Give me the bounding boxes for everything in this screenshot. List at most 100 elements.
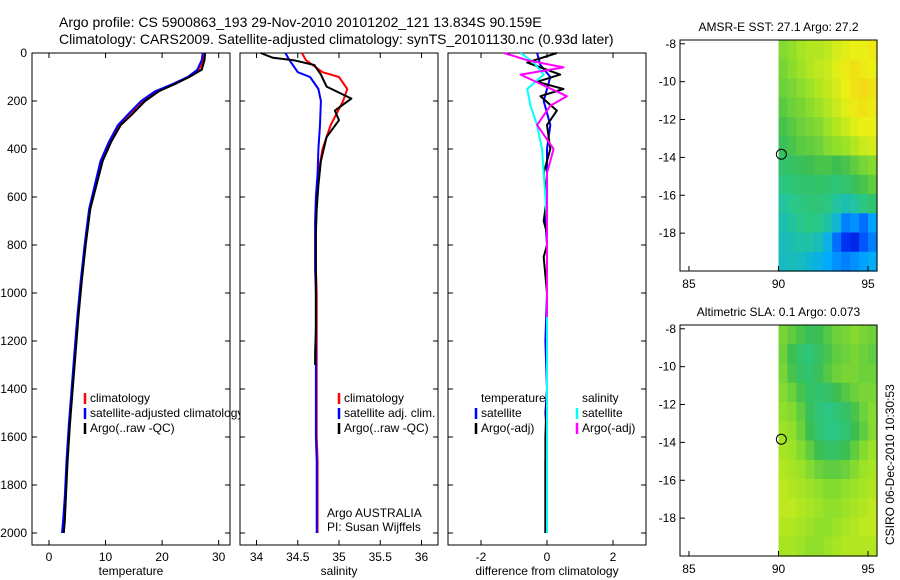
heatmap-cell [778, 194, 789, 214]
heatmap-cell [823, 194, 833, 214]
heatmap-cell [859, 325, 869, 345]
heatmap-cell [859, 136, 869, 157]
heatmap-cell [796, 498, 806, 519]
y-tick-label: 800 [7, 238, 27, 252]
argo-position-marker [775, 148, 787, 160]
heatmap-cell [859, 213, 869, 234]
heatmap-cell [778, 402, 789, 422]
x-tick-label: 20 [155, 550, 169, 564]
heatmap-cell [805, 232, 815, 253]
heatmap-cell [778, 232, 789, 253]
heatmap-cell [823, 536, 833, 557]
heatmap-cell [841, 440, 851, 461]
y-tick-label: 600 [7, 190, 27, 204]
y-tick-label: 400 [7, 142, 27, 156]
heatmap-cell [859, 382, 869, 403]
salinity-profile-plot: 34 34.5 35 35.5 36 salinity climatologysatelli… [239, 52, 439, 578]
heatmap-cell [796, 213, 806, 234]
x-tick-label: -2 [476, 550, 487, 564]
heatmap-cell [805, 251, 815, 272]
heatmap-cell [814, 59, 824, 80]
heatmap-cell [787, 213, 798, 234]
heatmap-cell [787, 402, 798, 422]
heatmap-cell [796, 136, 806, 157]
y-tick-label: -10 [659, 75, 677, 89]
x-tick-label: 85 [682, 277, 696, 291]
heatmap-cell [796, 251, 806, 272]
heatmap-cell [796, 536, 806, 557]
heatmap-cell [859, 440, 869, 461]
series-line [503, 52, 568, 317]
heatmap-cell [832, 232, 842, 253]
heatmap-cell [868, 232, 878, 253]
heatmap-cell [814, 194, 824, 214]
heatmap-cell [778, 440, 789, 461]
heatmap-cell [841, 344, 851, 365]
heatmap-cell [778, 251, 789, 272]
heatmap-cell [859, 117, 869, 137]
heatmap-cell [850, 517, 860, 538]
heatmap-cell [850, 459, 860, 480]
heatmap-cell [796, 479, 806, 499]
heatmap-cell [814, 232, 824, 253]
heatmap-cell [859, 155, 869, 176]
heatmap-cell [796, 97, 806, 118]
heatmap-cell [787, 155, 798, 176]
argo-position-marker [775, 433, 787, 445]
heatmap-cell [841, 536, 851, 557]
plot-frame [31, 52, 231, 546]
heatmap-cell [823, 440, 833, 461]
heatmap-cell [832, 517, 842, 538]
x-axis-label: temperature [99, 564, 164, 578]
heatmap-cell [778, 325, 789, 345]
heatmap-cell [805, 117, 815, 137]
heatmap-cell [778, 344, 789, 365]
heatmap-cell [787, 344, 798, 365]
annotation-text: Argo AUSTRALIA [327, 506, 422, 520]
heatmap-cell [859, 479, 869, 499]
heatmap-cell [868, 78, 878, 99]
heatmap-cell [823, 517, 833, 538]
heatmap-cell [814, 40, 824, 60]
heatmap-cell [787, 536, 798, 557]
heatmap-cell [778, 40, 789, 60]
heatmap-cell [832, 136, 842, 157]
heatmap-cell [859, 194, 869, 214]
heatmap-cell [805, 363, 815, 384]
heatmap-cell [841, 402, 851, 422]
heatmap-cell [868, 213, 878, 234]
heatmap-cell [823, 479, 833, 499]
heatmap-cell [796, 174, 806, 195]
heatmap-cell [778, 136, 789, 157]
heatmap-cell [787, 517, 798, 538]
heatmap-cell [787, 479, 798, 499]
heatmap-cell [859, 459, 869, 480]
figure-title-line1: Argo profile: CS 5900863_193 29-Nov-2010… [59, 14, 542, 30]
heatmap-cell [832, 251, 842, 272]
heatmap-cell [832, 325, 842, 345]
heatmap-cell [859, 402, 869, 422]
heatmap-cell [832, 40, 842, 60]
x-tick-label: 85 [682, 562, 696, 576]
legend-entry: Argo(..raw -QC) [344, 421, 429, 435]
heatmap-cell [796, 402, 806, 422]
legend-entry: satellite adj. clim. [344, 406, 435, 420]
heatmap-cell [805, 382, 815, 403]
x-tick-label: 10 [99, 550, 113, 564]
heatmap-cell [841, 136, 851, 157]
heatmap-cell [814, 325, 824, 345]
heatmap-cell [832, 459, 842, 480]
heatmap-cell [850, 421, 860, 442]
x-tick-label: 90 [772, 277, 786, 291]
heatmap-cell [787, 194, 798, 214]
heatmap-cell [850, 59, 860, 80]
heatmap-cell [805, 459, 815, 480]
heatmap-cell [850, 155, 860, 176]
heatmap-cell [868, 40, 878, 60]
heatmap-cell [850, 382, 860, 403]
heatmap-cell [805, 155, 815, 176]
heatmap-cell [832, 78, 842, 99]
heatmap-cell [868, 136, 878, 157]
x-axis-label: salinity [321, 564, 358, 578]
heatmap-cell [832, 155, 842, 176]
